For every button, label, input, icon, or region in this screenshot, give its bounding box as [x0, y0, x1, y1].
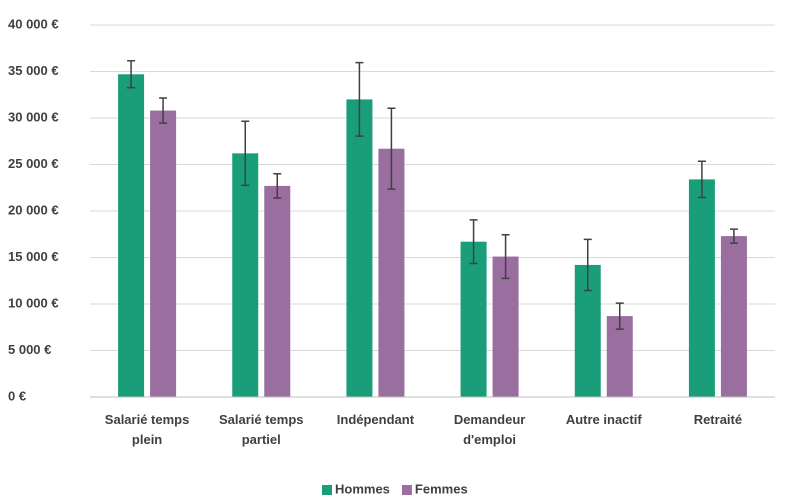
bar: [492, 256, 519, 397]
legend-swatch: [322, 485, 332, 495]
y-tick-label: 25 000 €: [8, 156, 59, 171]
error-bar: [355, 61, 364, 137]
x-tick-label: Indépendant: [336, 412, 415, 427]
y-tick-label: 5 000 €: [8, 342, 51, 357]
error-bar: [615, 302, 624, 330]
legend-label: Femmes: [415, 481, 468, 496]
error-bar: [583, 238, 592, 292]
y-tick-label: 30 000 €: [8, 109, 59, 124]
error-bar: [697, 160, 706, 199]
bar: [460, 241, 487, 397]
error-bar: [469, 219, 478, 265]
x-tick-label: Autre inactif: [565, 412, 642, 427]
x-tick-label: Demandeur d'emploi: [453, 412, 526, 447]
error-bar: [127, 60, 136, 89]
bar: [688, 179, 715, 397]
y-tick-label: 15 000 €: [8, 249, 59, 264]
x-tick-label: Salarié temps partiel: [218, 412, 304, 447]
y-tick-label: 10 000 €: [8, 295, 59, 310]
error-bar: [387, 107, 396, 190]
bar: [150, 110, 177, 397]
bar: [264, 185, 291, 397]
bar: [118, 74, 145, 397]
bar: [720, 236, 747, 397]
legend-label: Hommes: [335, 481, 390, 496]
legend-swatch: [401, 485, 412, 495]
y-tick-label: 0 €: [8, 388, 26, 403]
y-tick-label: 35 000 €: [8, 63, 59, 78]
error-bar: [159, 97, 168, 124]
y-tick-label: 40 000 €: [8, 16, 59, 31]
error-bar: [273, 173, 282, 199]
bar: [346, 99, 373, 398]
y-tick-label: 20 000 €: [8, 202, 59, 217]
error-bar: [241, 120, 250, 187]
bar: [232, 153, 259, 397]
x-tick-label: Salarié temps plein: [104, 412, 190, 447]
x-tick-label: Retraité: [693, 412, 743, 427]
bar: [378, 148, 405, 397]
error-bar: [729, 228, 738, 244]
error-bar: [501, 233, 510, 280]
